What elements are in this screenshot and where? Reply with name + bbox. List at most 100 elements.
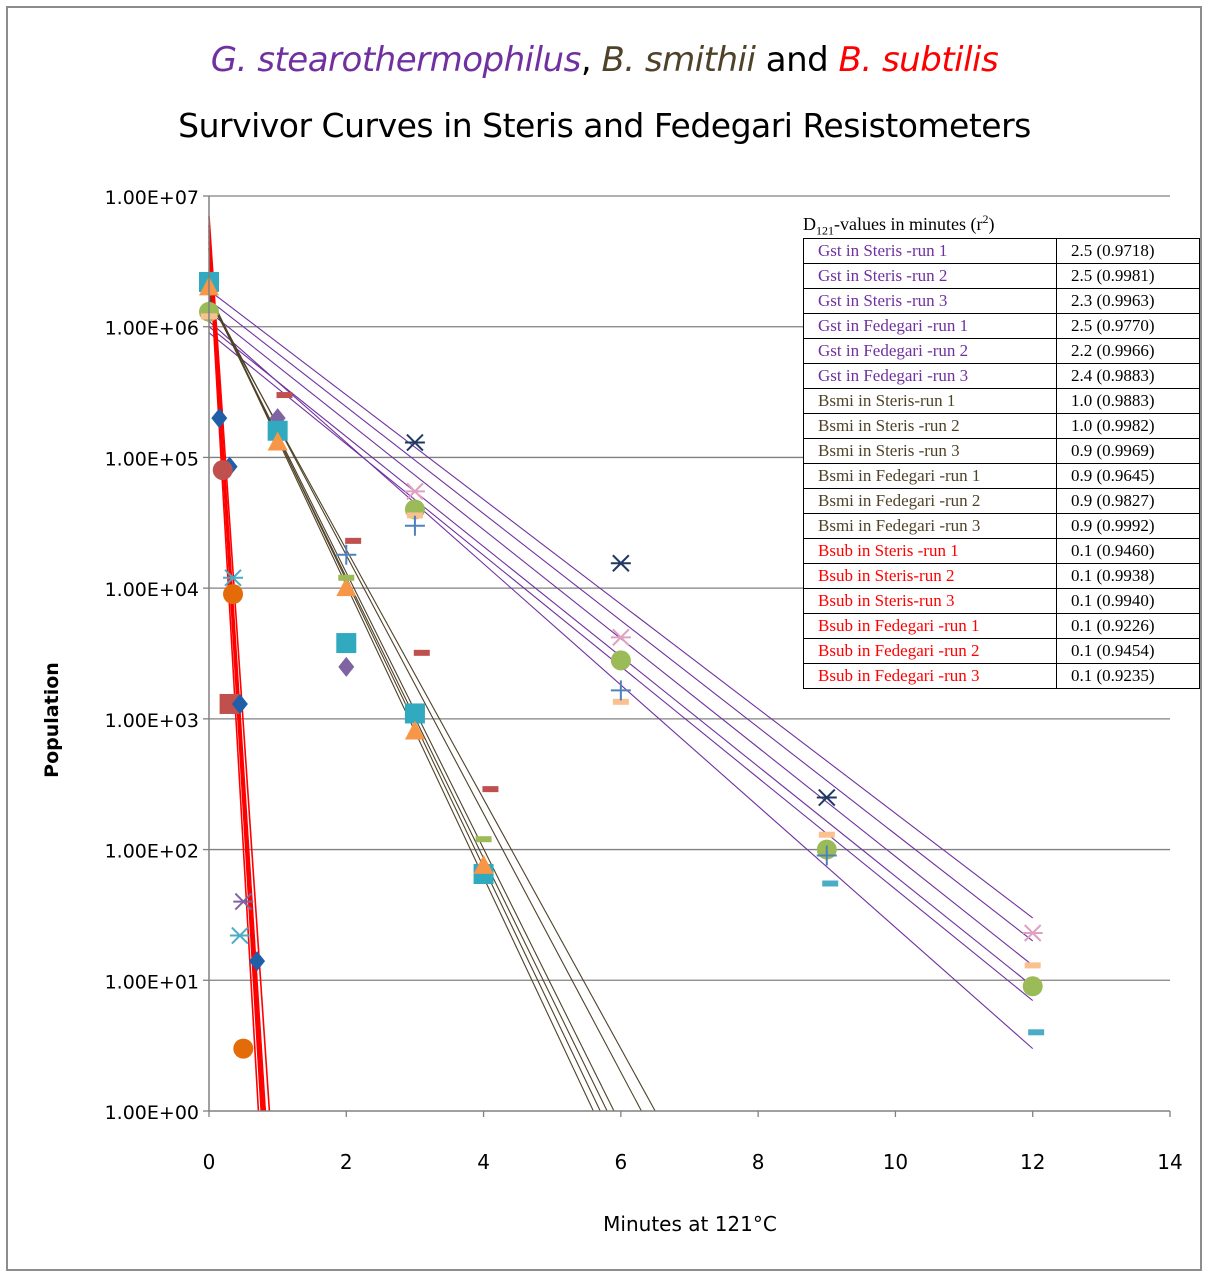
d-value-row: Bsmi in Fedegari -run 3 0.9 (0.9992) xyxy=(803,513,1200,539)
bsub-trendline xyxy=(208,247,260,1112)
data-point-dash xyxy=(482,786,499,793)
d-value: 0.9 (0.9969) xyxy=(1056,438,1200,464)
data-point-triangle xyxy=(473,854,494,874)
title-species-gst: G. stearothermophilus xyxy=(210,40,582,80)
d-value-row: Bsmi in Fedegari -run 2 0.9 (0.9827) xyxy=(803,488,1200,514)
x-axis-label: Minutes at 121°C xyxy=(603,1212,777,1236)
data-point-diamond xyxy=(338,656,355,677)
series-name: Gst in Steris -run 1 xyxy=(803,238,1057,264)
data-point-circle xyxy=(223,584,244,605)
chart-title-line1: G. stearothermophilus, B. smithii and B.… xyxy=(0,40,1209,80)
x-tick-label: 8 xyxy=(752,1150,765,1174)
title-sep-2: and xyxy=(755,40,839,80)
series-name: Bsub in Steris -run 1 xyxy=(803,538,1057,564)
data-point-circle xyxy=(212,460,233,481)
caption-sub: 121 xyxy=(816,223,834,238)
series-name: Gst in Steris -run 3 xyxy=(803,288,1057,314)
caption-sup: 2 xyxy=(982,212,989,226)
series-name: Bsub in Fedegari -run 2 xyxy=(803,638,1057,664)
caption-end: ) xyxy=(988,214,995,234)
d-value-row: Bsmi in Steris -run 2 1.0 (0.9982) xyxy=(803,413,1200,439)
data-point-dash xyxy=(338,574,355,581)
d-value-table: Gst in Steris -run 1 2.5 (0.9718) Gst in S… xyxy=(803,238,1200,689)
data-point-plus xyxy=(404,515,425,536)
data-point-square xyxy=(219,693,240,714)
d-value-row: Bsub in Steris -run 1 0.1 (0.9460) xyxy=(803,538,1200,564)
d-value: 2.5 (0.9981) xyxy=(1056,263,1200,289)
d-value-row: Bsub in Steris-run 2 0.1 (0.9938) xyxy=(803,563,1200,589)
data-point-x xyxy=(233,892,254,911)
data-point-circle xyxy=(233,1038,254,1059)
x-tick-label: 12 xyxy=(1020,1150,1045,1174)
data-point-dash xyxy=(822,880,839,887)
x-tick-label: 0 xyxy=(203,1150,216,1174)
data-point-circle xyxy=(610,650,631,671)
x-tick-label: 4 xyxy=(477,1150,490,1174)
d-value: 2.3 (0.9963) xyxy=(1056,288,1200,314)
data-point-dash xyxy=(406,512,423,519)
d-value-row: Bsmi in Steris -run 3 0.9 (0.9969) xyxy=(803,438,1200,464)
y-tick-label: 1.00E+06 xyxy=(105,318,199,340)
chart-frame xyxy=(6,6,1202,1271)
d-value-row: Bsmi in Steris-run 1 1.0 (0.9883) xyxy=(803,388,1200,414)
data-point-x xyxy=(610,554,631,572)
d-value: 0.1 (0.9460) xyxy=(1056,538,1200,564)
d-value-row: Gst in Steris -run 3 2.3 (0.9963) xyxy=(803,288,1200,314)
d-value-table-caption: D121-values in minutes (r2) xyxy=(803,212,1199,239)
series-name: Bsmi in Steris -run 3 xyxy=(803,438,1057,464)
data-point-dash xyxy=(1024,962,1041,969)
data-point-diamond xyxy=(231,693,248,714)
series-name: Bsub in Fedegari -run 1 xyxy=(803,613,1057,639)
d-value: 0.1 (0.9235) xyxy=(1056,663,1200,689)
d-value-row: Bsub in Steris-run 3 0.1 (0.9940) xyxy=(803,588,1200,614)
bsmi-trendline xyxy=(208,293,594,1112)
y-tick-label: 1.00E+02 xyxy=(105,841,199,863)
y-axis-label: Population xyxy=(41,662,63,778)
d-value: 2.2 (0.9966) xyxy=(1056,338,1200,364)
chart-title-line2: Survivor Curves in Steris and Fedegari R… xyxy=(178,106,1031,145)
data-point-dash xyxy=(612,698,629,705)
caption-rest: -values in minutes (r xyxy=(834,214,983,234)
y-tick-label: 1.00E+07 xyxy=(105,187,199,209)
data-point-x xyxy=(816,788,837,807)
d-value: 0.9 (0.9645) xyxy=(1056,463,1200,489)
d-value: 0.1 (0.9940) xyxy=(1056,588,1200,614)
y-tick-label: 1.00E+04 xyxy=(105,579,199,601)
data-point-triangle xyxy=(404,720,425,740)
title-species-bsub: B. subtilis xyxy=(838,40,999,80)
title-species-bsmi: B. smithii xyxy=(601,40,756,80)
data-point-triangle xyxy=(267,431,288,451)
y-tick-label: 1.00E+00 xyxy=(105,1102,199,1124)
data-point-dash xyxy=(345,537,362,544)
series-name: Bsmi in Fedegari -run 2 xyxy=(803,488,1057,514)
d-value-row: Bsub in Fedegari -run 3 0.1 (0.9235) xyxy=(803,663,1200,689)
data-points xyxy=(199,271,1045,1059)
gst-trendline xyxy=(208,289,1034,919)
series-name: Bsub in Steris-run 3 xyxy=(803,588,1057,614)
data-point-dash xyxy=(818,831,835,838)
data-point-diamond xyxy=(249,951,266,972)
data-point-x xyxy=(223,569,244,587)
d-value: 0.1 (0.9226) xyxy=(1056,613,1200,639)
series-name: Bsmi in Steris -run 2 xyxy=(803,413,1057,439)
x-tick-label: 14 xyxy=(1157,1150,1182,1174)
d-value-row: Gst in Steris -run 2 2.5 (0.9981) xyxy=(803,263,1200,289)
data-point-dash xyxy=(1028,1029,1045,1036)
d-value: 0.1 (0.9938) xyxy=(1056,563,1200,589)
data-point-x xyxy=(1022,924,1043,942)
d-value: 0.9 (0.9992) xyxy=(1056,513,1200,539)
series-name: Gst in Fedegari -run 1 xyxy=(803,313,1057,339)
data-point-plus xyxy=(610,680,631,701)
d-value: 1.0 (0.9982) xyxy=(1056,413,1200,439)
d-value-row: Gst in Steris -run 1 2.5 (0.9718) xyxy=(803,238,1200,264)
series-name: Bsub in Steris-run 2 xyxy=(803,563,1057,589)
y-tick-label: 1.00E+05 xyxy=(105,448,199,470)
data-point-diamond xyxy=(211,408,228,429)
x-tick-label: 6 xyxy=(614,1150,627,1174)
d-value-row: Gst in Fedegari -run 3 2.4 (0.9883) xyxy=(803,363,1200,389)
title-sep-1: , xyxy=(580,40,602,80)
data-point-plus xyxy=(816,845,837,866)
data-point-square xyxy=(267,420,288,441)
d-value-row: Bsub in Fedegari -run 2 0.1 (0.9454) xyxy=(803,638,1200,664)
bsub-trendline xyxy=(208,224,267,1112)
